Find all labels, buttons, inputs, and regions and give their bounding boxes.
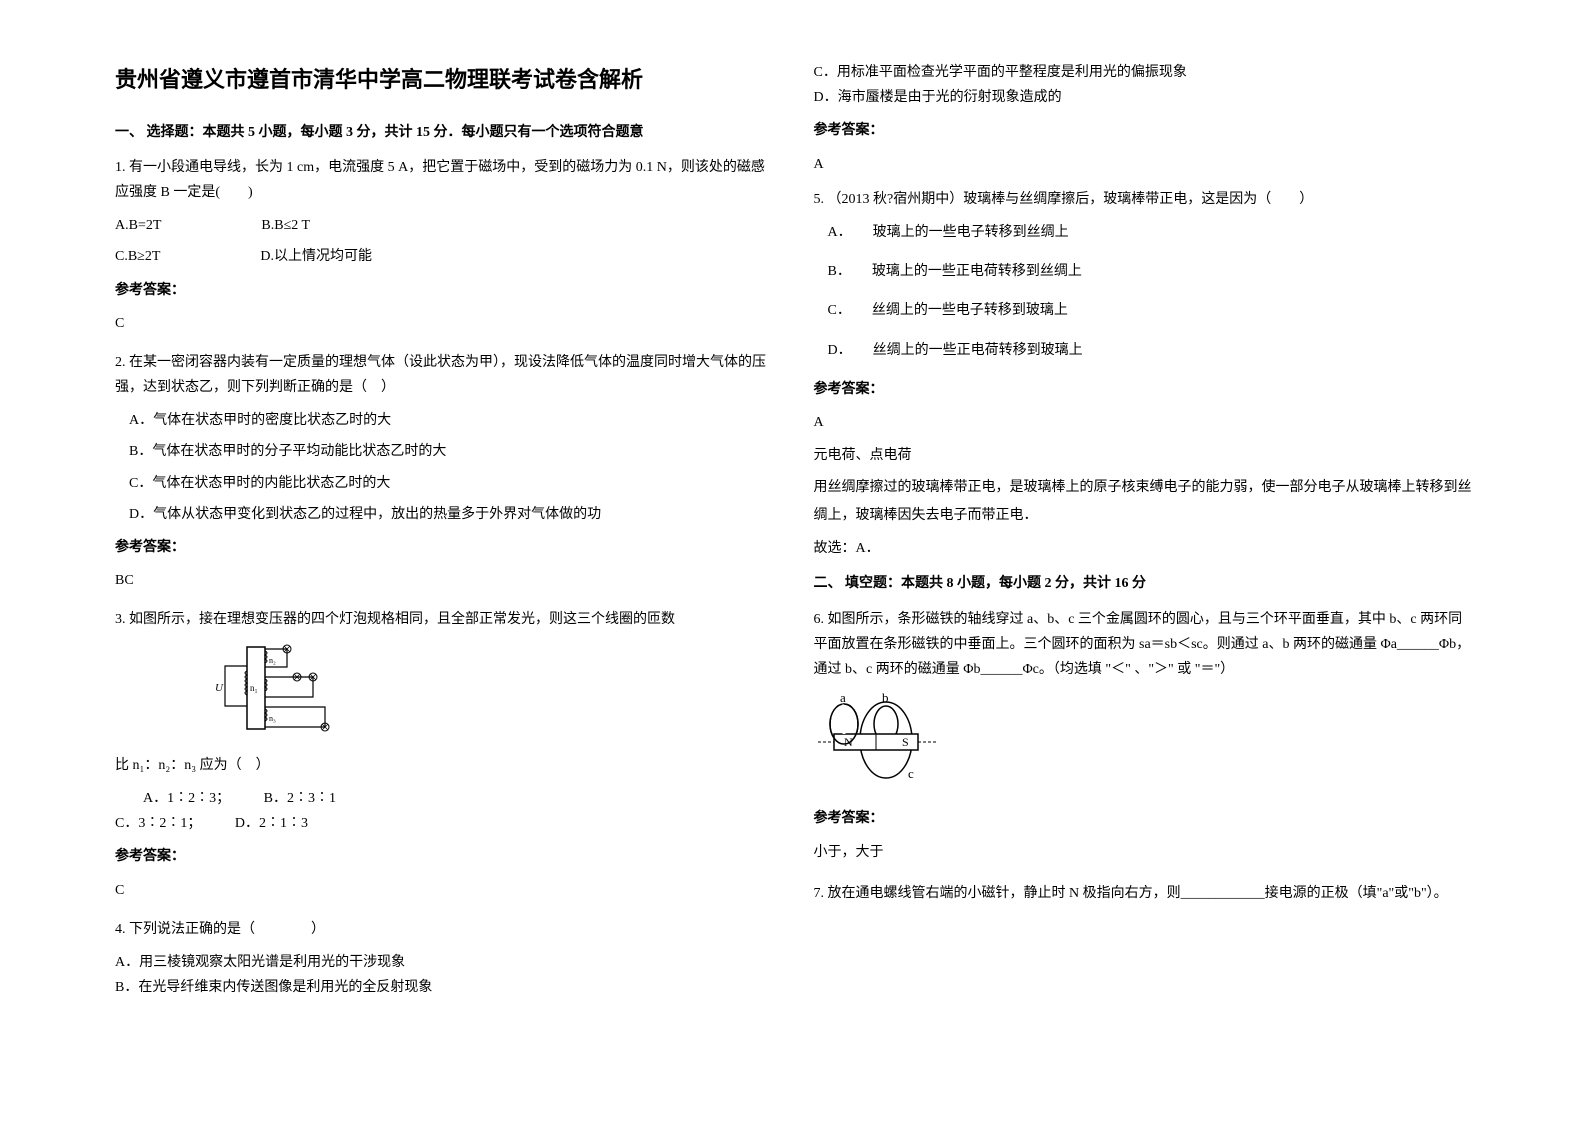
q5-explain1: 元电荷、点电荷 xyxy=(814,443,1473,468)
q6-diagram: a b c N S xyxy=(814,692,1473,796)
q7-text: 7. 放在通电螺线管右端的小磁针，静止时 N 极指向右方，则__________… xyxy=(814,879,1473,910)
transformer-diagram-svg: U n₁ n₂ xyxy=(215,641,335,736)
q1-optA: A.B=2T xyxy=(115,213,161,238)
q1-optD: D.以上情况均可能 xyxy=(260,244,372,269)
q3-optA: A．1∶2∶3； xyxy=(143,786,230,811)
section2-header: 二、 填空题：本题共 8 小题，每小题 2 分，共计 16 分 xyxy=(814,571,1473,596)
q1-optC: C.B≥2T xyxy=(115,244,160,269)
svg-text:n₃: n₃ xyxy=(269,714,276,723)
q2-optA: A．气体在状态甲时的密度比状态乙时的大 xyxy=(115,408,774,433)
q5-optA: A． 玻璃上的一些电子转移到丝绸上 xyxy=(814,220,1473,245)
svg-text:n₂: n₂ xyxy=(269,656,276,665)
q2-text: 2. 在某一密闭容器内装有一定质量的理想气体（设此状态为甲），现设法降低气体的温… xyxy=(115,350,774,400)
q5-text: 5. （2013 秋?宿州期中）玻璃棒与丝绸摩擦后，玻璃棒带正电，这是因为（ ） xyxy=(814,187,1473,212)
question-1: 1. 有一小段通电导线，长为 1 cm，电流强度 5 A，把它置于磁场中，受到的… xyxy=(115,155,774,336)
q6-text: 6. 如图所示，条形磁铁的轴线穿过 a、b、c 三个金属圆环的圆心，且与三个环平… xyxy=(814,607,1473,683)
q4-answer: A xyxy=(814,152,1473,177)
q3-optC: C．3∶2∶1； xyxy=(115,811,201,836)
q2-optD: D．气体从状态甲变化到状态乙的过程中，放出的热量多于外界对气体做的功 xyxy=(115,502,774,527)
q3-optB: B．2∶3∶1 xyxy=(264,786,336,811)
right-column: C．用标准平面检查光学平面的平整程度是利用光的偏振现象 D．海市蜃楼是由于光的衍… xyxy=(794,60,1493,1062)
q3-row2: C．3∶2∶1； D．2∶1∶3 xyxy=(115,811,774,836)
question-7: 7. 放在通电螺线管右端的小磁针，静止时 N 极指向右方，则__________… xyxy=(814,879,1473,910)
label-a: a xyxy=(840,692,846,705)
q3-optD: D．2∶1∶3 xyxy=(235,811,308,836)
q3-answer-label: 参考答案： xyxy=(115,844,774,869)
q5-explain3: 故选：A． xyxy=(814,536,1473,561)
q1-answer: C xyxy=(115,311,774,336)
question-5: 5. （2013 秋?宿州期中）玻璃棒与丝绸摩擦后，玻璃棒带正电，这是因为（ ）… xyxy=(814,187,1473,562)
section1-header: 一、 选择题：本题共 5 小题，每小题 3 分，共计 15 分．每小题只有一个选… xyxy=(115,120,774,145)
q5-optD: D． 丝绸上的一些正电荷转移到玻璃上 xyxy=(814,338,1473,363)
q3-diagram: U n₁ n₂ xyxy=(215,641,774,745)
q4-optC: C．用标准平面检查光学平面的平整程度是利用光的偏振现象 xyxy=(814,60,1473,85)
q1-optB: B.B≤2 T xyxy=(261,213,310,238)
q4-answer-label: 参考答案： xyxy=(814,118,1473,143)
q3-text-post: 比 n₁：n₂：n₃ 应为（ ） xyxy=(115,753,774,778)
q1-row2: C.B≥2T D.以上情况均可能 xyxy=(115,244,774,269)
question-4-part1: 4. 下列说法正确的是（ ） A．用三棱镜观察太阳光谱是利用光的干涉现象 B．在… xyxy=(115,917,774,1001)
q3-answer: C xyxy=(115,878,774,903)
left-column: 贵州省遵义市遵首市清华中学高二物理联考试卷含解析 一、 选择题：本题共 5 小题… xyxy=(95,60,794,1062)
question-3: 3. 如图所示，接在理想变压器的四个灯泡规格相同，且全部正常发光，则这三个线圈的… xyxy=(115,607,774,902)
q5-optC: C． 丝绸上的一些电子转移到玻璃上 xyxy=(814,298,1473,323)
label-b: b xyxy=(882,692,889,705)
q5-answer-label: 参考答案： xyxy=(814,377,1473,402)
q2-optC: C．气体在状态甲时的内能比状态乙时的大 xyxy=(115,471,774,496)
q5-answer: A xyxy=(814,410,1473,435)
q6-answer-label: 参考答案： xyxy=(814,806,1473,831)
question-6: 6. 如图所示，条形磁铁的轴线穿过 a、b、c 三个金属圆环的圆心，且与三个环平… xyxy=(814,607,1473,865)
q6-answer: 小于，大于 xyxy=(814,840,1473,865)
q3-text-pre: 3. 如图所示，接在理想变压器的四个灯泡规格相同，且全部正常发光，则这三个线圈的… xyxy=(115,607,774,632)
q4-optB: B．在光导纤维束内传送图像是利用光的全反射现象 xyxy=(115,975,774,1000)
svg-text:n₁: n₁ xyxy=(250,683,258,693)
page-title: 贵州省遵义市遵首市清华中学高二物理联考试卷含解析 xyxy=(115,60,774,100)
q1-answer-label: 参考答案： xyxy=(115,278,774,303)
magnet-rings-svg: a b c N S xyxy=(814,692,954,787)
q2-answer: BC xyxy=(115,568,774,593)
q2-answer-label: 参考答案： xyxy=(115,535,774,560)
question-4-part2: C．用标准平面检查光学平面的平整程度是利用光的偏振现象 D．海市蜃楼是由于光的衍… xyxy=(814,60,1473,177)
label-N: N xyxy=(844,735,853,749)
q5-optB: B． 玻璃上的一些正电荷转移到丝绸上 xyxy=(814,259,1473,284)
q3-row1: A．1∶2∶3； B．2∶3∶1 xyxy=(115,786,774,811)
q4-text: 4. 下列说法正确的是（ ） xyxy=(115,917,774,942)
label-c: c xyxy=(908,766,914,781)
q1-row1: A.B=2T B.B≤2 T xyxy=(115,213,774,238)
q4-optD: D．海市蜃楼是由于光的衍射现象造成的 xyxy=(814,85,1473,110)
label-S: S xyxy=(902,735,909,749)
question-2: 2. 在某一密闭容器内装有一定质量的理想气体（设此状态为甲），现设法降低气体的温… xyxy=(115,350,774,594)
q1-text: 1. 有一小段通电导线，长为 1 cm，电流强度 5 A，把它置于磁场中，受到的… xyxy=(115,155,774,205)
q5-explain2: 用丝绸摩擦过的玻璃棒带正电，是玻璃棒上的原子核束缚电子的能力弱，使一部分电子从玻… xyxy=(814,474,1473,530)
svg-text:U: U xyxy=(215,682,224,694)
q4-optA: A．用三棱镜观察太阳光谱是利用光的干涉现象 xyxy=(115,950,774,975)
q2-optB: B．气体在状态甲时的分子平均动能比状态乙时的大 xyxy=(115,439,774,464)
